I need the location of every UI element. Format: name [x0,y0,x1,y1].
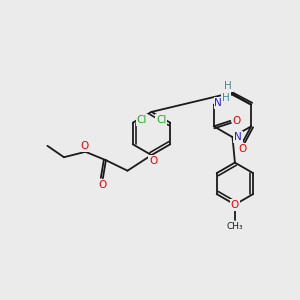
Text: O: O [231,200,239,210]
Text: H: H [224,81,232,91]
Text: Cl: Cl [156,115,166,125]
Text: O: O [80,141,88,151]
Text: Cl: Cl [136,115,147,125]
Text: N: N [234,132,242,142]
Text: CH₃: CH₃ [226,222,243,231]
Text: O: O [239,143,247,154]
Text: O: O [149,156,157,166]
Text: H: H [222,93,230,103]
Text: N: N [214,98,222,108]
Text: O: O [233,116,241,126]
Text: O: O [99,180,107,190]
